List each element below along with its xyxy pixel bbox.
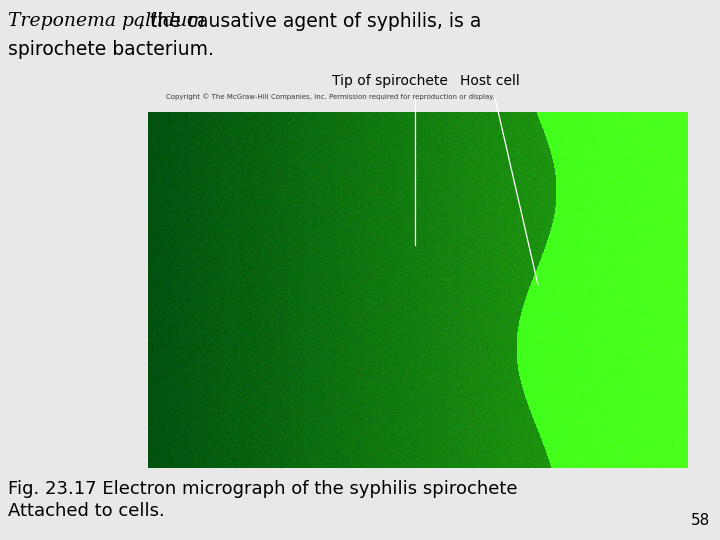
Text: spirochete bacterium.: spirochete bacterium.: [8, 40, 214, 59]
Text: Copyright © The McGraw-Hill Companies, Inc. Permission required for reproduction: Copyright © The McGraw-Hill Companies, I…: [166, 93, 495, 100]
Text: , the causative agent of syphilis, is a: , the causative agent of syphilis, is a: [138, 12, 481, 31]
Text: Host cell: Host cell: [460, 74, 520, 88]
Text: Tip of spirochete: Tip of spirochete: [332, 74, 448, 88]
Text: Fig. 23.17 Electron micrograph of the syphilis spirochete: Fig. 23.17 Electron micrograph of the sy…: [8, 480, 518, 498]
Text: Attached to cells.: Attached to cells.: [8, 502, 165, 520]
Text: 58: 58: [690, 513, 710, 528]
Text: Treponema pallidum: Treponema pallidum: [8, 12, 205, 30]
